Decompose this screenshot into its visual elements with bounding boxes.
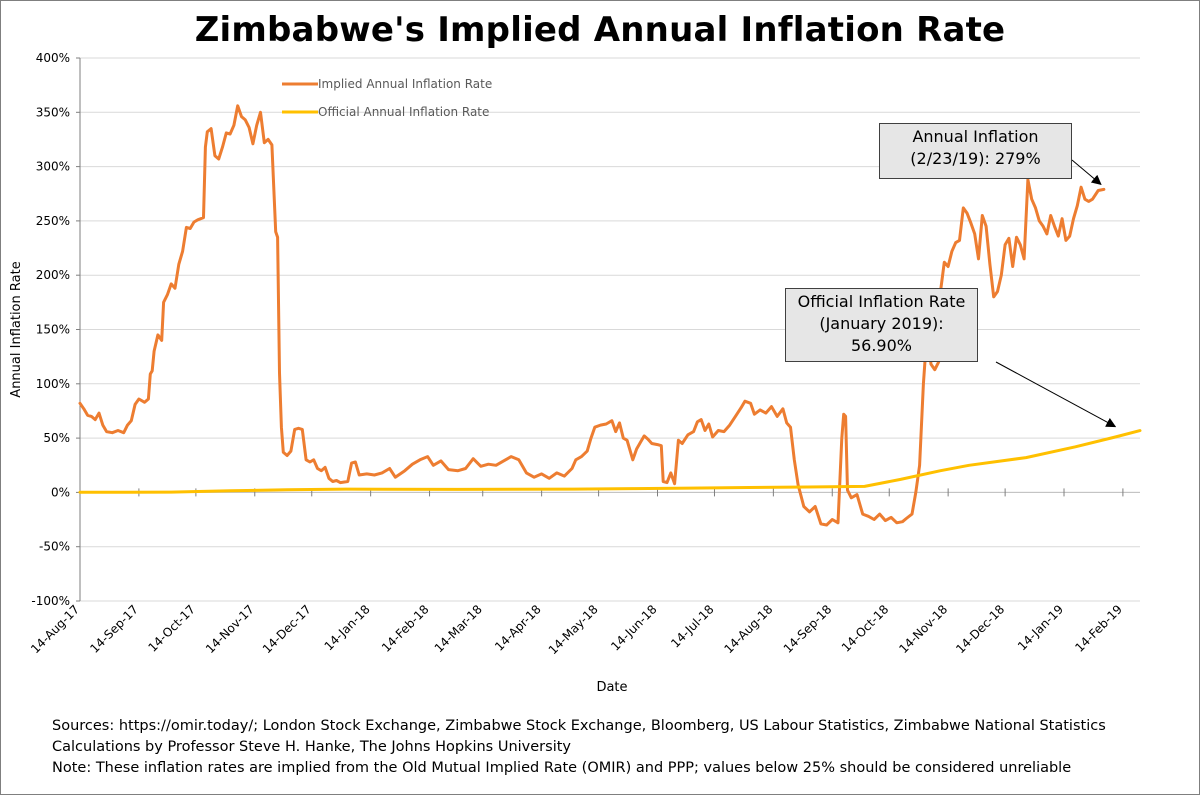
x-tick-label: 14-Jul-18 bbox=[668, 602, 716, 650]
official-callout-arrow bbox=[995, 361, 1117, 428]
footer-notes: Sources: https://omir.today/; London Sto… bbox=[52, 716, 1106, 779]
callout-line: Annual Inflation bbox=[912, 127, 1039, 146]
y-tick-label: 400% bbox=[36, 51, 70, 65]
y-tick-label: 0% bbox=[51, 485, 70, 499]
x-tick-label: 14-Sep-17 bbox=[87, 602, 141, 656]
x-tick-label: 14-Aug-17 bbox=[28, 602, 82, 656]
footer-sources: Sources: https://omir.today/; London Sto… bbox=[52, 718, 1106, 734]
y-tick-label: 150% bbox=[36, 323, 70, 337]
y-axis-title: Annual Inflation Rate bbox=[9, 261, 24, 397]
y-tick-label: 350% bbox=[36, 105, 70, 119]
x-axis-ticks: 14-Aug-17 14-Sep-17 14-Oct-17 14-Nov-17 14-D… bbox=[28, 488, 1125, 657]
x-tick-label: 14-Jan-18 bbox=[322, 602, 373, 653]
x-tick-label: 14-Aug-18 bbox=[721, 602, 775, 656]
x-tick-label: 14-Mar-18 bbox=[432, 602, 485, 655]
chart-title: Zimbabwe's Implied Annual Inflation Rate bbox=[194, 10, 1006, 50]
x-tick-label: 14-Dec-17 bbox=[260, 602, 314, 656]
y-tick-label: 250% bbox=[36, 214, 70, 228]
callout-line: (January 2019): bbox=[819, 314, 944, 333]
annual-inflation-callout: Annual Inflation (2/23/19): 279% bbox=[879, 123, 1072, 179]
callout-line: Official Inflation Rate bbox=[797, 292, 966, 311]
callout-arrows bbox=[995, 159, 1117, 428]
x-axis-title: Date bbox=[596, 680, 627, 695]
footer-disclaimer: Note: These inflation rates are implied … bbox=[52, 760, 1072, 776]
x-tick-label: 14-Nov-17 bbox=[203, 602, 257, 656]
annual-callout-arrow bbox=[1071, 159, 1102, 186]
x-tick-label: 14-Jan-19 bbox=[1015, 602, 1066, 653]
x-tick-label: 14-Sep-18 bbox=[781, 602, 835, 656]
footer-credits: Calculations by Professor Steve H. Hanke… bbox=[52, 739, 571, 755]
official-inflation-callout: Official Inflation Rate (January 2019): … bbox=[785, 288, 978, 362]
callout-line: 56.90% bbox=[850, 336, 912, 355]
y-tick-label: 200% bbox=[36, 268, 70, 282]
y-tick-label: 100% bbox=[36, 377, 70, 391]
legend-label: Official Annual Inflation Rate bbox=[318, 105, 489, 119]
x-tick-label: 14-Oct-17 bbox=[145, 602, 198, 655]
y-axis-ticks: -100% -50% 0% 50% 100% 150% 200% 250% 300% 350% 40… bbox=[31, 51, 80, 608]
x-tick-label: 14-Oct-18 bbox=[839, 602, 892, 655]
y-tick-label: 50% bbox=[43, 431, 70, 445]
x-tick-label: 14-Dec-18 bbox=[953, 602, 1007, 656]
legend-label: Implied Annual Inflation Rate bbox=[318, 77, 492, 91]
x-tick-label: 14-May-18 bbox=[546, 602, 601, 657]
legend: Implied Annual Inflation Rate Official An… bbox=[282, 77, 492, 119]
implied-inflation-line bbox=[78, 104, 1106, 527]
series-lines bbox=[78, 104, 1142, 527]
x-tick-label: 14-Nov-18 bbox=[896, 602, 950, 656]
y-tick-label: -50% bbox=[39, 540, 70, 554]
x-tick-label: 14-Apr-18 bbox=[492, 602, 544, 654]
x-tick-label: 14-Jun-18 bbox=[608, 602, 659, 653]
x-tick-label: 14-Feb-19 bbox=[1072, 602, 1125, 655]
y-tick-label: -100% bbox=[31, 594, 70, 608]
official-inflation-line bbox=[78, 429, 1142, 494]
callout-line: (2/23/19): 279% bbox=[910, 149, 1041, 168]
x-tick-label: 14-Feb-18 bbox=[379, 602, 432, 655]
y-tick-label: 300% bbox=[36, 160, 70, 174]
